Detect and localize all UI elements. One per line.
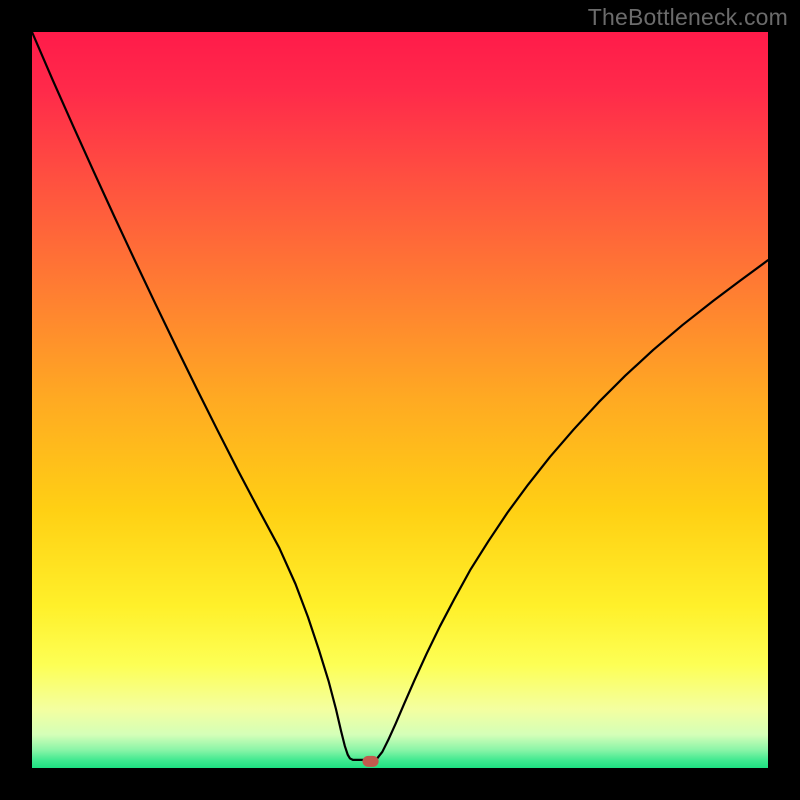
watermark-text: TheBottleneck.com (588, 4, 788, 31)
bottleneck-chart (0, 0, 800, 800)
minimum-marker (362, 756, 378, 767)
plot-area (32, 32, 768, 768)
